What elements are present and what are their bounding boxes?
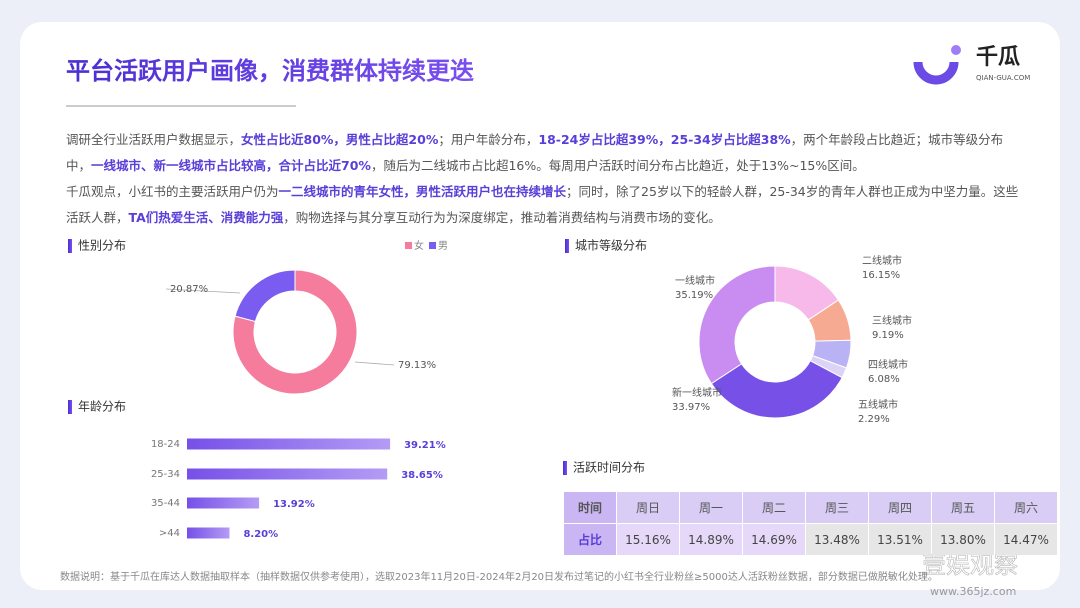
value-label: 8.20% [243,529,278,540]
table-cell: 周一 [680,492,742,523]
value-label: 9.19% [872,330,904,341]
table-cell: 13.51% [869,524,931,555]
leader-line [165,288,241,294]
paragraphs: 调研全行业活跃用户数据显示，女性占比近80%，男性占比超20%；用户年龄分布，1… [66,127,1026,231]
category-label: >44 [159,528,180,539]
watermark: 壹娱观察 [922,551,1018,579]
table-cell: 周日 [617,492,679,523]
bar [187,468,388,480]
section-title: 性别分布 [78,239,126,253]
value-label: 33.97% [672,402,710,413]
category-label: 一线城市 [675,274,715,287]
section-marker [563,461,567,475]
bar [187,527,230,539]
highlight-text: TA们热爱生活、消费能力强 [128,210,284,225]
legend-label: 男 [438,240,448,252]
table-cell: 周六 [995,492,1057,523]
section-title: 活跃时间分布 [573,461,645,475]
table-cell: 13.80% [932,524,994,555]
page-title: 平台活跃用户画像，消费群体持续更迭 [66,57,474,85]
legend-swatch [429,242,436,249]
bar [187,497,260,509]
category-label: 25-34 [151,469,180,480]
text: ；同时，除了25岁以下的轻龄人群，25-34岁的青年人群也正成为中坚力量。这些活… [66,184,1019,225]
category-label: 四线城市 [868,358,908,371]
highlight-text: 女性占比近80%，男性占比超20% [241,132,439,147]
paragraph: 调研全行业活跃用户数据显示，女性占比近80%，男性占比超20%；用户年龄分布，1… [66,127,1026,179]
donut-slice [698,265,776,385]
value-label: 20.87% [170,284,208,295]
logo-text: 千瓜 [976,45,1020,70]
value-label: 13.92% [273,499,315,510]
section-marker [68,239,72,253]
category-label: 二线城市 [862,254,902,267]
value-label: 39.21% [404,440,446,451]
table-cell: 15.16% [617,524,679,555]
text: ；用户年龄分布， [438,132,539,147]
table-cell: 14.89% [680,524,742,555]
text: ，随后为二线城市占比超16%。每周用户活跃时间分布占比趋近，处于13%~15%区… [370,158,865,173]
donut-slice [234,269,296,323]
text: ，两个年龄段占比趋近；城市等级分布中， [66,132,1004,173]
table-cell: 13.48% [806,524,868,555]
logo-dot [951,45,961,55]
active-time-table: 时间 周日 周一 周二 周三 周四 周五 周六 占比 15.16% 14.89% 14.69% 13.4… [563,491,1058,556]
value-label: 79.13% [398,360,436,371]
paragraph: 千瓜观点，小红书的主要活跃用户仍为一二线城市的青年女性，男性活跃用户也在持续增长… [66,179,1026,231]
highlight-text: 一线城市、新一线城市占比较高，合计占比近70% [91,158,371,173]
highlight-text: 18-24岁占比超39%，25-34岁占比超38% [538,132,791,147]
table-cell: 周四 [869,492,931,523]
section-title: 城市等级分布 [575,238,647,253]
legend-swatch [405,242,412,249]
bar [187,438,391,450]
text: ，购物选择与其分享互动行为为深度绑定，推动着消费结构与消费市场的变化。 [283,210,721,225]
value-label: 2.29% [858,414,890,425]
leader-line [354,361,395,366]
category-label: 三线城市 [872,314,912,327]
table-cell: 14.47% [995,524,1057,555]
table-cell: 周五 [932,492,994,523]
logo-mark [913,61,959,85]
text: 千瓜观点，小红书的主要活跃用户仍为 [66,184,279,199]
donut-slice [232,269,358,395]
watermark-url: www.365jz.com [930,585,1016,598]
value-label: 6.08% [868,374,900,385]
legend-label: 女 [414,239,424,252]
table-cell: 周三 [806,492,868,523]
category-label: 新一线城市 [672,386,722,399]
category-label: 18-24 [151,439,180,450]
table-row: 占比 15.16% 14.89% 14.69% 13.48% 13.51% 13.80% 14… [564,524,1057,555]
section-title: 年龄分布 [78,400,126,414]
highlight-text: 一二线城市的青年女性，男性活跃用户也在持续增长 [278,184,567,199]
table-cell: 周二 [743,492,805,523]
text: 调研全行业活跃用户数据显示， [66,132,242,147]
category-label: 35-44 [151,498,180,509]
donut-slice [710,360,843,419]
section-marker [68,400,72,414]
section-marker [565,239,569,253]
value-label: 16.15% [862,270,900,281]
table-row: 时间 周日 周一 周二 周三 周四 周五 周六 [564,492,1057,523]
table-cell: 时间 [564,492,616,523]
table-cell: 14.69% [743,524,805,555]
category-label: 五线城市 [858,398,898,411]
value-label: 38.65% [401,470,443,481]
table-cell: 占比 [564,524,616,555]
footnote: 数据说明：基于千瓜在库达人数据抽取样本（抽样数据仅供参考使用），选取2023年1… [60,572,938,583]
value-label: 35.19% [675,290,713,301]
logo-sub: QIAN-GUA.COM [976,74,1030,82]
